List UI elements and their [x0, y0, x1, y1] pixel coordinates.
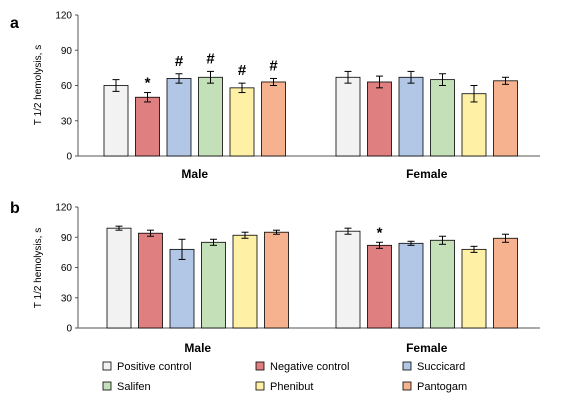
bar-succicard-female	[398, 76, 424, 157]
y-tick-label: 30	[61, 293, 73, 304]
bar-pantogam-female	[493, 80, 518, 157]
legend-label-phenibut: Phenibut	[270, 381, 313, 393]
bar-succicard-female	[398, 242, 424, 329]
legend-label-pantogam: Pantogam	[417, 381, 467, 393]
legend-label-negative-control: Negative control	[270, 361, 350, 373]
legend-swatch-phenibut	[255, 381, 265, 391]
bar-salifen-female	[430, 79, 455, 157]
y-tick-label: 30	[61, 116, 73, 127]
bar-phenibut-female	[461, 248, 487, 329]
y-tick-label: 90	[61, 233, 73, 244]
y-tick-label: 90	[61, 46, 73, 57]
legend-label-salifen: Salifen	[117, 381, 151, 393]
bar-negative-control-female	[367, 244, 392, 329]
bar-succicard-male	[169, 248, 195, 329]
panel-b-label: b	[10, 200, 20, 217]
panel-a-plot: * # # # # Male Female	[103, 50, 518, 181]
y-tick-label: 60	[61, 81, 73, 92]
y-tick-label: 0	[66, 324, 72, 335]
category-label-male: Male	[184, 341, 211, 355]
bar-positive-control-female	[335, 76, 361, 157]
legend-swatch-succicard	[402, 361, 412, 371]
bar-negative-control-female	[367, 81, 392, 157]
legend-swatch-salifen	[102, 381, 112, 391]
bar-phenibut-male	[229, 87, 255, 157]
y-tick-label: 120	[55, 203, 72, 214]
bar-phenibut-female	[461, 93, 487, 157]
panel-b-plot: Male * Female	[106, 224, 518, 355]
panel-b: b 0 30 60 90 120 T 1/2 hemolysis, s Male * Fem…	[10, 200, 540, 355]
significance-mark: #	[206, 50, 215, 67]
bar-positive-control-male	[103, 85, 129, 157]
legend: Positive control Negative control Succicar…	[102, 361, 467, 393]
bar-pantogam-male	[264, 231, 289, 329]
panel-a: a 0 30 60 90 120 T 1/2 hemolysis, s * # # # # Mal…	[10, 11, 540, 181]
bar-succicard-male	[166, 78, 192, 157]
bar-negative-control-male	[135, 96, 160, 157]
bar-positive-control-female	[335, 230, 361, 329]
legend-label-succicard: Succicard	[417, 361, 465, 373]
panel-a-y-axis-title: T 1/2 hemolysis, s	[33, 45, 44, 125]
legend-label-positive-control: Positive control	[117, 361, 192, 373]
category-label-male: Male	[181, 167, 208, 181]
y-tick-label: 60	[61, 263, 73, 274]
bar-phenibut-male	[232, 234, 258, 329]
category-label-female: Female	[406, 341, 448, 355]
bar-negative-control-male	[138, 232, 163, 329]
panel-a-label: a	[10, 15, 19, 32]
legend-swatch-pantogam	[402, 381, 412, 391]
bar-salifen-female	[430, 239, 455, 329]
bar-salifen-male	[198, 76, 223, 157]
legend-swatch-negative-control	[255, 361, 265, 371]
y-tick-label: 120	[55, 11, 72, 22]
bar-pantogam-female	[493, 237, 518, 329]
legend-swatch-positive-control	[102, 361, 112, 371]
panel-b-y-axis-title: T 1/2 hemolysis, s	[33, 228, 44, 308]
significance-mark: #	[238, 62, 247, 79]
significance-mark: #	[269, 57, 278, 74]
bar-salifen-male	[201, 241, 226, 329]
bar-positive-control-male	[106, 227, 132, 329]
significance-mark: #	[175, 53, 184, 70]
significance-mark: *	[377, 224, 383, 241]
y-tick-label: 0	[66, 152, 72, 163]
significance-mark: *	[145, 75, 151, 92]
category-label-female: Female	[406, 167, 448, 181]
bar-pantogam-male	[261, 81, 286, 157]
